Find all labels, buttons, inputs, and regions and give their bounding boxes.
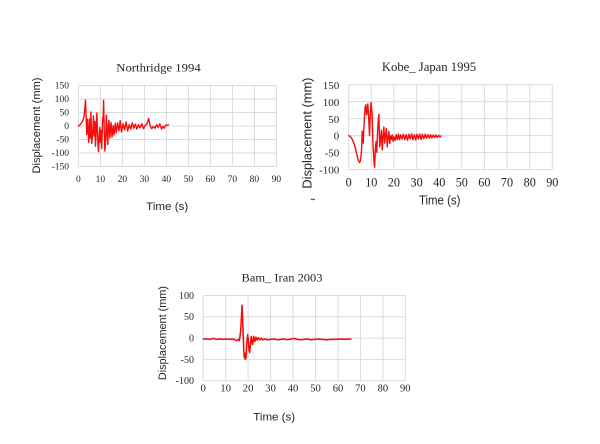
svg-text:90: 90 xyxy=(400,384,411,395)
svg-text:80: 80 xyxy=(378,384,389,395)
svg-text:-50: -50 xyxy=(181,355,194,366)
svg-text:30: 30 xyxy=(411,175,423,189)
svg-text:70: 70 xyxy=(355,384,366,395)
svg-text:-50: -50 xyxy=(56,136,69,146)
svg-text:Kobe_ Japan 1995: Kobe_ Japan 1995 xyxy=(382,60,476,74)
svg-text:50: 50 xyxy=(328,114,340,126)
svg-text:0: 0 xyxy=(76,175,81,185)
svg-text:Displacement (mm): Displacement (mm) xyxy=(31,78,43,174)
svg-text:150: 150 xyxy=(323,80,340,92)
svg-text:100: 100 xyxy=(55,95,70,105)
svg-text:80: 80 xyxy=(250,175,260,185)
svg-text:40: 40 xyxy=(288,384,299,395)
svg-text:60: 60 xyxy=(333,384,344,395)
svg-text:40: 40 xyxy=(433,175,445,189)
svg-text:Time (s): Time (s) xyxy=(253,412,295,424)
svg-text:Displacement (mm): Displacement (mm) xyxy=(301,78,315,189)
svg-text:50: 50 xyxy=(184,312,194,323)
svg-text:20: 20 xyxy=(118,175,128,185)
svg-text:0: 0 xyxy=(64,122,69,132)
svg-text:10: 10 xyxy=(365,175,377,189)
svg-text:60: 60 xyxy=(478,175,490,189)
svg-text:Northridge 1994: Northridge 1994 xyxy=(116,62,201,74)
svg-text:20: 20 xyxy=(243,384,254,395)
svg-text:-100: -100 xyxy=(52,149,70,159)
svg-text:100: 100 xyxy=(323,97,340,109)
svg-text:-150: -150 xyxy=(52,163,70,173)
svg-text:0: 0 xyxy=(201,384,206,395)
svg-text:-50: -50 xyxy=(325,148,340,160)
svg-text:100: 100 xyxy=(179,291,194,302)
svg-text:80: 80 xyxy=(524,175,536,189)
svg-text:0: 0 xyxy=(189,334,194,345)
svg-text:0: 0 xyxy=(346,175,352,189)
svg-text:10: 10 xyxy=(220,384,231,395)
svg-text:-100: -100 xyxy=(319,165,340,177)
svg-text:Bam_ Iran 2003: Bam_ Iran 2003 xyxy=(242,273,323,285)
svg-text:60: 60 xyxy=(206,175,216,185)
svg-text:30: 30 xyxy=(265,384,276,395)
svg-text:150: 150 xyxy=(55,82,70,92)
svg-text:30: 30 xyxy=(140,175,150,185)
svg-text:Displacement (mm): Displacement (mm) xyxy=(157,286,169,380)
svg-text:20: 20 xyxy=(388,175,400,189)
svg-text:50: 50 xyxy=(456,175,468,189)
svg-text:70: 70 xyxy=(501,175,513,189)
svg-text:90: 90 xyxy=(546,175,558,189)
svg-text:-100: -100 xyxy=(176,376,194,387)
svg-text:0: 0 xyxy=(334,131,340,143)
svg-text:70: 70 xyxy=(228,175,238,185)
svg-text:Time (s): Time (s) xyxy=(419,193,461,208)
svg-text:50: 50 xyxy=(60,109,70,119)
svg-text:Time (s): Time (s) xyxy=(146,201,188,213)
svg-text:40: 40 xyxy=(162,175,172,185)
svg-text:50: 50 xyxy=(310,384,321,395)
svg-text:10: 10 xyxy=(96,175,106,185)
svg-text:90: 90 xyxy=(272,175,282,185)
svg-text:50: 50 xyxy=(184,175,194,185)
